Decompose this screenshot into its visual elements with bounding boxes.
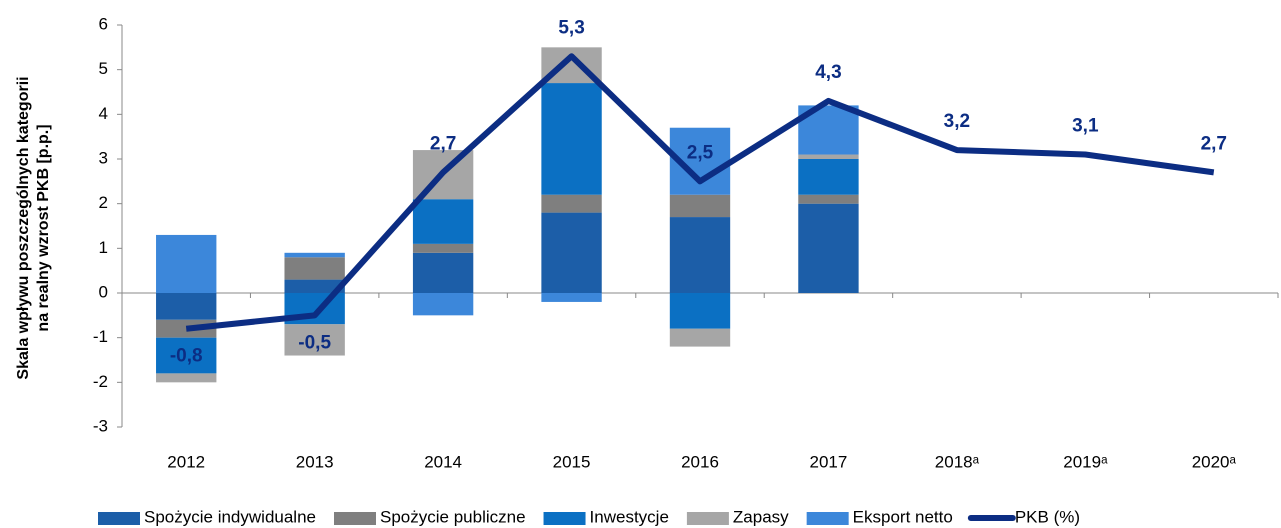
bar-segment bbox=[669, 194, 731, 218]
bar-segment bbox=[798, 194, 859, 204]
bar-segment bbox=[798, 159, 859, 195]
x-tick-label: 2015 bbox=[553, 452, 591, 471]
x-tick-label: 2013 bbox=[296, 452, 334, 471]
data-label: -0,5 bbox=[298, 332, 331, 353]
bar-segment bbox=[541, 194, 602, 213]
bar-segment bbox=[284, 252, 345, 258]
data-label: 5,3 bbox=[558, 17, 584, 38]
y-axis-title: Skala wpływu poszczególnych kategorii na… bbox=[15, 76, 52, 379]
bar-segment bbox=[798, 154, 859, 159]
legend-swatch bbox=[686, 512, 729, 525]
x-tick-label: 2014 bbox=[424, 452, 462, 471]
bar-segment bbox=[156, 234, 217, 293]
bar-segment bbox=[669, 328, 731, 347]
x-tick-label: 2019ᵃ bbox=[1063, 452, 1108, 471]
bar-segment bbox=[412, 252, 474, 293]
bar-segment bbox=[412, 199, 474, 244]
legend-swatch bbox=[98, 512, 140, 525]
legend-swatch bbox=[334, 512, 376, 525]
y-tick-label: 6 bbox=[99, 14, 108, 33]
bar-segment bbox=[156, 337, 217, 374]
legend-label: Zapasy bbox=[733, 507, 789, 526]
line bbox=[185, 53, 1215, 332]
y-tick-label: 1 bbox=[99, 238, 108, 257]
x-tick-label: 2012 bbox=[167, 452, 205, 471]
y-tick-label: 3 bbox=[99, 148, 108, 167]
bar-segment bbox=[669, 217, 731, 293]
legend-label: Spożycie indywidualne bbox=[144, 507, 316, 526]
y-tick-label: 5 bbox=[99, 59, 108, 78]
bar-segment bbox=[284, 257, 345, 280]
bar-segment bbox=[284, 324, 345, 356]
x-tick-label: 2020ᵃ bbox=[1192, 452, 1237, 471]
x-tick-label: 2018ᵃ bbox=[935, 452, 980, 471]
y-axis-title-line: Skala wpływu poszczególnych kategorii bbox=[15, 76, 32, 379]
y-tick-label: 0 bbox=[99, 282, 108, 301]
x-tick-label: 2017 bbox=[810, 452, 848, 471]
bar-segment bbox=[284, 279, 345, 293]
data-label: 2,7 bbox=[1201, 133, 1227, 154]
y-tick-label: -3 bbox=[93, 416, 108, 435]
legend-label: Inwestycje bbox=[590, 507, 669, 526]
bar-segment bbox=[541, 83, 602, 195]
bar-segment bbox=[412, 293, 474, 316]
bar-segment bbox=[541, 212, 602, 293]
bar-segment bbox=[669, 293, 731, 329]
bar-segment bbox=[798, 203, 859, 293]
data-label: 4,3 bbox=[815, 62, 841, 83]
legend-label: Eksport netto bbox=[853, 507, 953, 526]
data-label: 2,5 bbox=[687, 142, 714, 163]
bar-segment bbox=[412, 243, 474, 253]
legend-label: Spożycie publiczne bbox=[380, 507, 526, 526]
x-tick-label: 2016 bbox=[681, 452, 719, 471]
data-label: 3,1 bbox=[1072, 116, 1099, 137]
bar-segment bbox=[156, 293, 217, 320]
legend: Spożycie indywidualne Spożycie publiczne I… bbox=[98, 507, 1080, 526]
y-tick-label: -1 bbox=[93, 327, 108, 346]
y-tick-label: 4 bbox=[99, 104, 108, 123]
bar-segment bbox=[541, 293, 602, 302]
y-tick-label: 2 bbox=[99, 193, 108, 212]
legend-swatch bbox=[806, 512, 849, 525]
bar-segment bbox=[156, 373, 217, 383]
legend-swatch bbox=[543, 512, 586, 525]
y-axis-title-line: na realny wzrost PKB [p.p.] bbox=[35, 124, 52, 331]
legend-label: PKB (%) bbox=[1015, 507, 1080, 526]
data-label: 2,7 bbox=[430, 133, 456, 154]
data-label: -0,8 bbox=[170, 346, 203, 367]
y-tick-label: -2 bbox=[93, 372, 108, 391]
data-label: 3,2 bbox=[944, 111, 970, 132]
